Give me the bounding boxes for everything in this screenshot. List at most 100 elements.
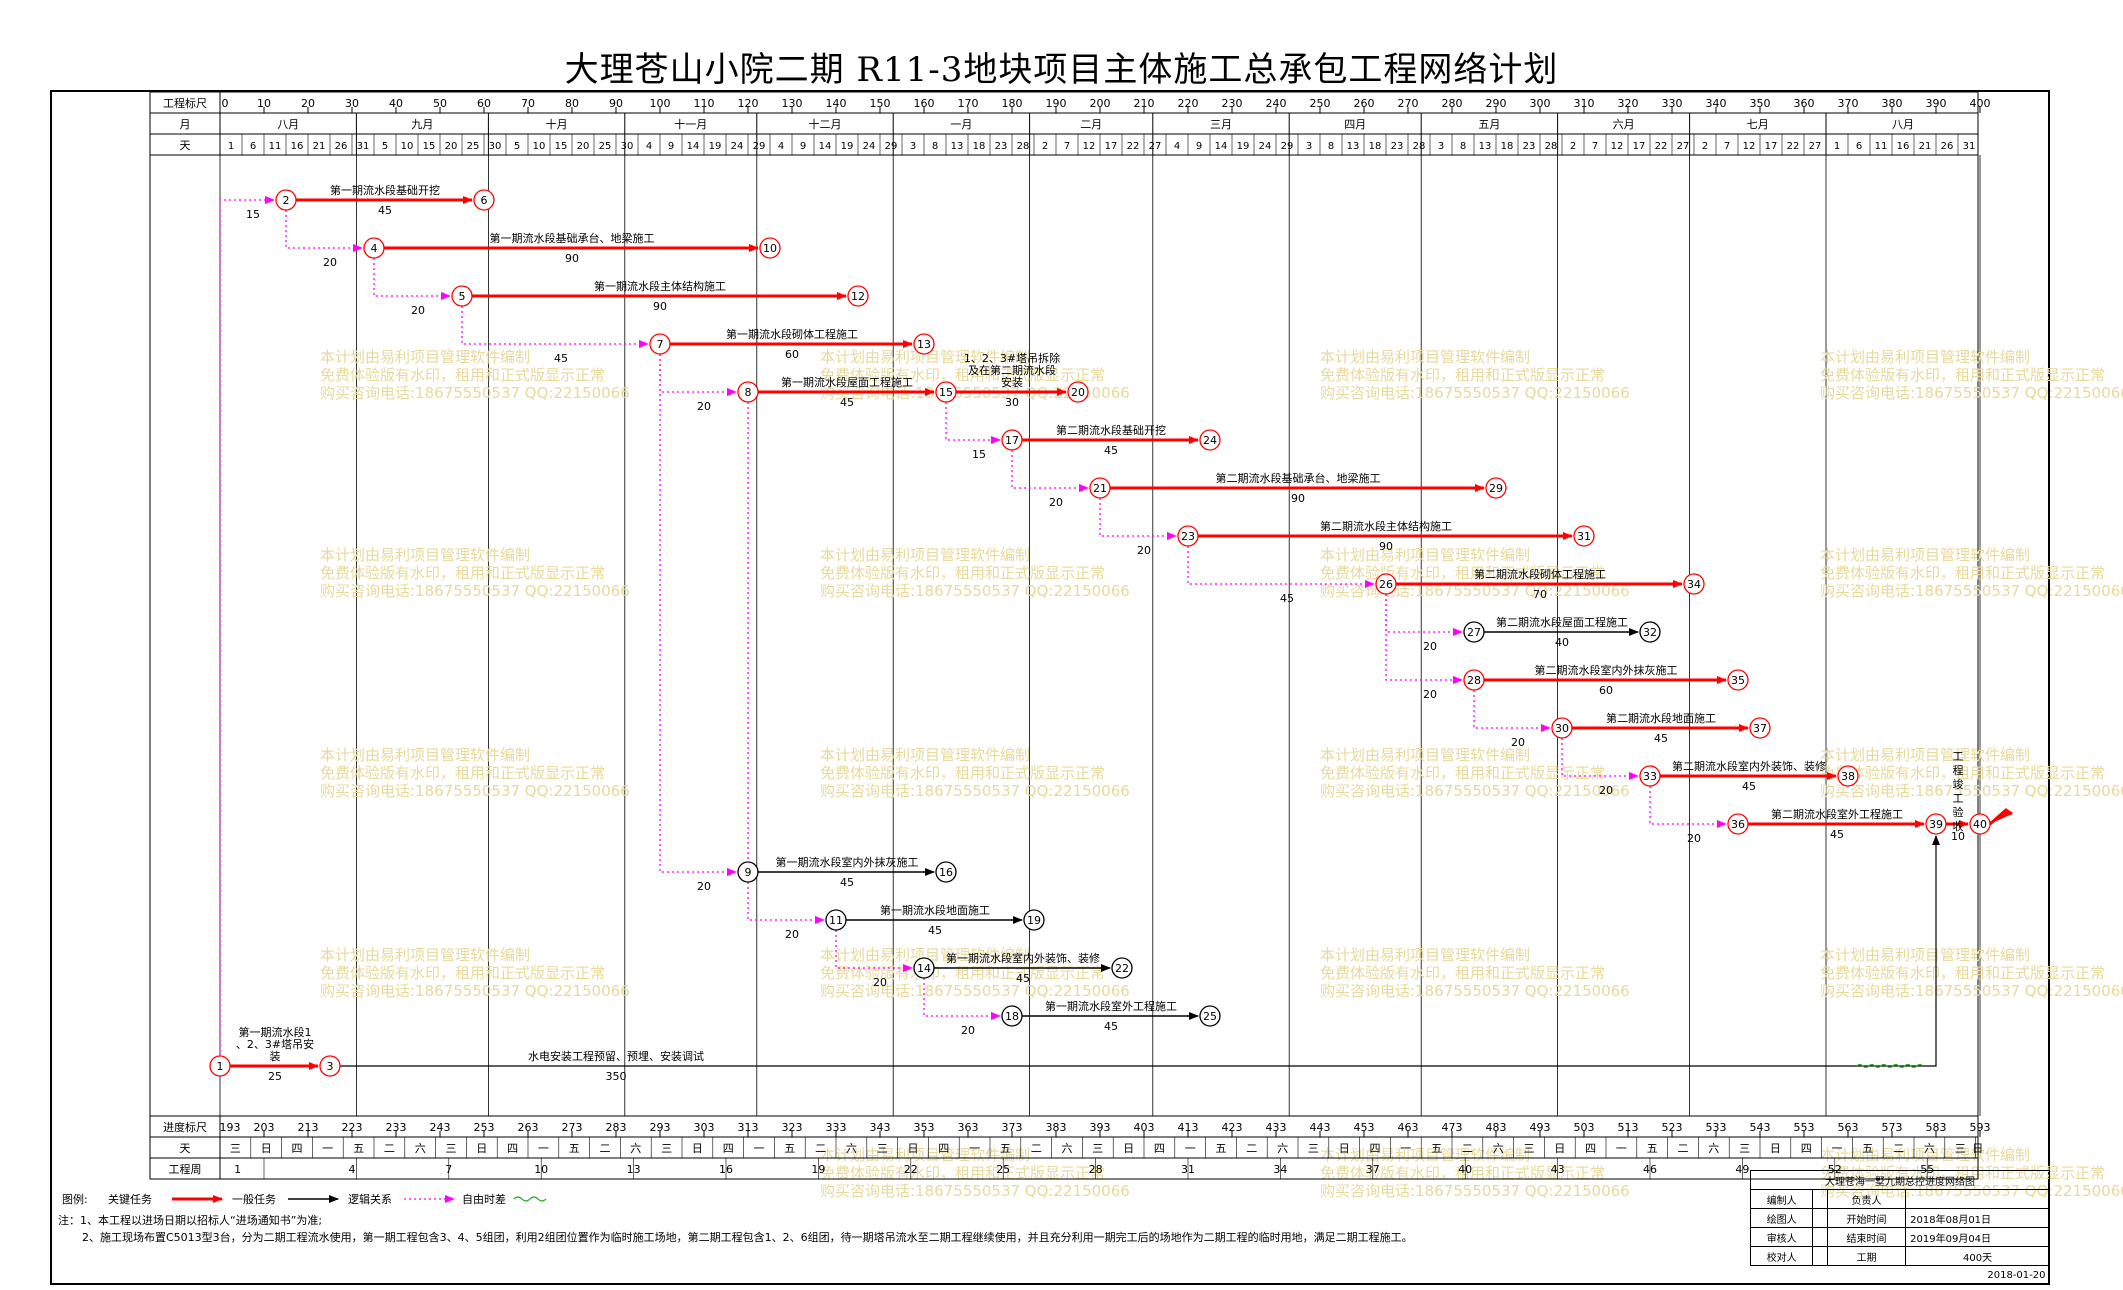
progress-tick-label: 243 (430, 1121, 451, 1134)
progress-tick-label: 283 (606, 1121, 627, 1134)
progress-tick-label: 193 (220, 1121, 241, 1134)
activity-name-char: 程 (1953, 764, 1964, 777)
activity-duration: 90 (565, 252, 579, 265)
day-label: 14 (1215, 141, 1228, 152)
node-number: 27 (1467, 626, 1481, 639)
dummy-float-label: 45 (1280, 592, 1294, 605)
node-number: 18 (1005, 1010, 1019, 1023)
progress-tick-label: 503 (1574, 1121, 1595, 1134)
day-label: 28 (1545, 141, 1558, 152)
activity-name: 第一期流水段基础开挖 (330, 183, 440, 197)
progress-tick-label: 323 (782, 1121, 803, 1134)
dummy-float-label: 20 (697, 400, 711, 413)
scale-tick-label: 270 (1398, 97, 1419, 110)
activity-duration: 25 (268, 1070, 282, 1083)
node-number: 29 (1489, 482, 1503, 495)
weekday-label: 四 (938, 1142, 949, 1155)
dummy-arrow (373, 258, 451, 300)
watermark-text: 本计划由易利项目管理软件编制 (820, 1146, 1030, 1164)
watermark-text: 本计划由易利项目管理软件编制 (320, 946, 530, 964)
watermark-text: 免费体验版有水印，租用和正式版显示正常 (820, 1164, 1105, 1182)
network-node (1463, 669, 1485, 691)
day-label: 11 (269, 141, 282, 152)
activity-name: 第二期流水段基础承台、地梁施工 (1216, 471, 1381, 485)
activity-duration: 70 (1533, 588, 1547, 601)
watermark-text: 本计划由易利项目管理软件编制 (1320, 746, 1530, 764)
watermark-text: 购买咨询电话:18675550537 QQ:22150066 (320, 384, 630, 402)
watermark-text: 本计划由易利项目管理软件编制 (320, 546, 530, 564)
watermark-text: 免费体验版有水印，租用和正式版显示正常 (320, 964, 605, 982)
network-node (319, 1055, 341, 1077)
watermark-text: 购买咨询电话:18675550537 QQ:22150066 (1820, 782, 2123, 800)
node-number: 5 (459, 290, 466, 303)
activity-name: 第一期流水段室内外装饰、装修 (946, 951, 1100, 965)
tb-checker-label: 校对人 (1749, 1246, 1814, 1266)
scale-tick-label: 10 (257, 97, 271, 110)
network-node (1925, 813, 1947, 835)
activity-arrow (340, 835, 1940, 1067)
day-label: 26 (335, 141, 348, 152)
tb-end-label: 结束时间 (1826, 1227, 1907, 1247)
dummy-float-label: 45 (554, 352, 568, 365)
progress-tick-label: 383 (1046, 1121, 1067, 1134)
scale-tick-label: 220 (1178, 97, 1199, 110)
day-label: 15 (555, 141, 568, 152)
scale-tick-label: 130 (782, 97, 803, 110)
scale-tick-label: 260 (1354, 97, 1375, 110)
watermark-text: 免费体验版有水印，租用和正式版显示正常 (1820, 764, 2105, 782)
dummy-float-label: 20 (411, 304, 425, 317)
network-node (451, 285, 473, 307)
progress-tick-label: 523 (1662, 1121, 1683, 1134)
day-label: 3 (910, 141, 916, 152)
watermark-text: 本计划由易利项目管理软件编制 (1320, 946, 1530, 964)
network-node (1485, 477, 1507, 499)
day-label: 29 (753, 141, 766, 152)
watermark-text: 免费体验版有水印，租用和正式版显示正常 (320, 366, 605, 384)
tb-owner-label: 负责人 (1826, 1189, 1907, 1209)
network-node (1001, 1005, 1023, 1027)
day-label: 14 (687, 141, 700, 152)
node-number: 10 (763, 242, 777, 255)
node-number: 20 (1071, 386, 1085, 399)
legend-normal-label: 一般任务 (232, 1193, 276, 1206)
dummy-arrow (1187, 546, 1375, 588)
watermark-text: 本计划由易利项目管理软件编制 (1820, 348, 2030, 366)
activity-name: 第二期流水段基础开挖 (1056, 423, 1166, 437)
node-number: 35 (1731, 674, 1745, 687)
month-label: 三月 (1210, 118, 1232, 131)
dummy-arrow (659, 354, 737, 876)
title-block: 大理苍海一墅九期总控进度网络图 编制人 负责人 绘图人 开始时间 2018年08月01… (1749, 1170, 2050, 1284)
scale-tick-label: 340 (1706, 97, 1727, 110)
progress-tick-label: 433 (1266, 1121, 1287, 1134)
day-label: 4 (1174, 141, 1180, 152)
scale-tick-label: 50 (433, 97, 447, 110)
dummy-float-label: 20 (1687, 832, 1701, 845)
weekday-label: 四 (723, 1142, 734, 1155)
scale-tick-label: 100 (650, 97, 671, 110)
watermark-text: 本计划由易利项目管理软件编制 (820, 946, 1030, 964)
footer-box (149, 1115, 1979, 1180)
watermark-text: 购买咨询电话:18675550537 QQ:22150066 (820, 1182, 1130, 1200)
watermark-text: 本计划由易利项目管理软件编制 (1320, 348, 1530, 366)
weekday-label: 五 (784, 1142, 795, 1155)
scale-tick-label: 210 (1134, 97, 1155, 110)
header-month-label: 月 (180, 118, 191, 131)
day-label: 8 (1328, 141, 1334, 152)
watermark-text: 免费体验版有水印，租用和正式版显示正常 (320, 764, 605, 782)
activity-duration: 45 (1654, 732, 1668, 745)
month-label: 五月 (1478, 118, 1500, 131)
dummy-float-label: 20 (323, 256, 337, 269)
progress-tick-label: 403 (1134, 1121, 1155, 1134)
weekday-label: 一 (754, 1142, 765, 1155)
scale-tick-label: 70 (521, 97, 535, 110)
network-node (759, 237, 781, 259)
dummy-arrow (1011, 450, 1089, 492)
node-number: 25 (1203, 1010, 1217, 1023)
weekday-label: 四 (1801, 1142, 1812, 1155)
day-label: 30 (621, 141, 634, 152)
progress-tick-label: 213 (298, 1121, 319, 1134)
network-node (935, 861, 957, 883)
